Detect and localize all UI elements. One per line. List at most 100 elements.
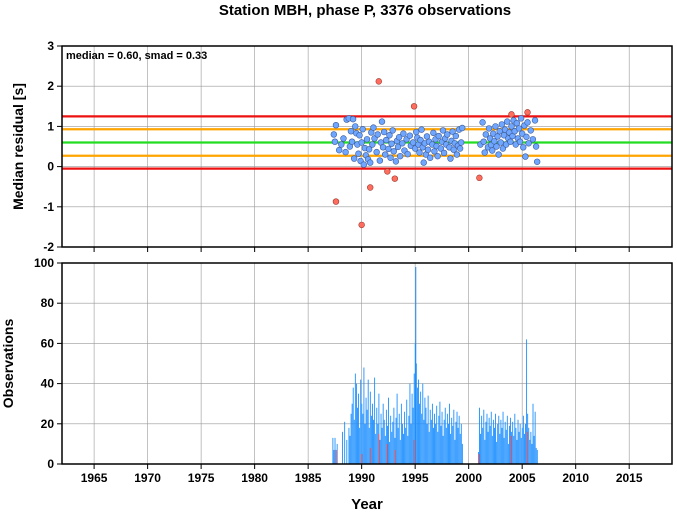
scatter-point [380,128,388,136]
scatter-point [450,146,457,153]
scatter-point [479,119,486,126]
observation-bar [523,433,525,464]
outlier-point [410,103,418,110]
scatter-point [457,139,465,146]
observation-bar [420,391,422,464]
scatter-point [527,127,534,134]
observation-bar [519,423,521,464]
observation-bar [525,423,526,464]
scatter-point [522,153,529,160]
outlier-bar [361,453,363,464]
observation-bar [435,423,437,464]
x-tick-label: 1975 [188,471,215,485]
observation-bar [437,431,439,464]
scatter-point [520,144,527,151]
scatter-point [360,161,367,168]
observation-bar [393,407,395,464]
scatter-point [363,136,371,143]
observation-bar [480,433,482,464]
scatter-point [503,118,511,125]
scatter-point [532,143,540,150]
scatter-point [524,119,531,126]
observation-bar [358,393,360,464]
x-tick-label: 1995 [402,471,429,485]
observation-bar [389,441,391,464]
observation-bar [461,443,463,464]
observation-bar [425,407,427,464]
observation-bar [438,415,440,464]
outlier-point [476,174,483,182]
residual-panel: -2 -1 0 1 2 3 median = 0.60, smad = 0.33 Median… [10,39,673,254]
observation-bar [526,339,528,464]
observation-bar [367,379,369,464]
observation-bar [384,435,386,464]
scatter-point [347,128,355,135]
scatter-point [392,158,400,165]
observation-bar [350,413,352,464]
scatter-point [370,124,377,131]
scatter-point [383,136,390,144]
observation-bar [397,427,399,464]
observation-bar [490,411,492,464]
observation-bar [516,439,518,464]
scatter-point [493,143,500,150]
observation-bar [427,395,429,464]
observation-bar [521,427,523,464]
observation-bar [442,435,444,464]
scatter-point [430,129,437,137]
scatter-point [515,125,523,132]
observation-bar [400,403,402,464]
outlier-bar [527,431,529,464]
observation-bar [374,377,376,464]
scatter-point [435,132,442,140]
observation-bar [353,419,355,464]
outlier-point [375,78,382,85]
observation-bar [495,413,496,464]
observation-bar [498,415,500,464]
observation-bar [369,391,371,464]
observation-bar [392,421,394,464]
observation-bar [408,415,410,464]
scatter-point [386,132,393,139]
x-axis-label: Year [351,496,383,511]
scatter-point [409,139,417,146]
x-tick-label: 2000 [455,471,482,485]
observation-bar [459,433,461,464]
observation-bar [414,343,416,464]
observation-bar [436,405,438,464]
observation-bar [357,407,358,464]
y-axis-label: Median residual [s] [10,83,26,210]
observation-bar [409,383,411,464]
scatter-point [525,140,532,147]
observation-bar [502,411,504,464]
y-tick-label: 2 [47,79,54,93]
observation-bar [449,403,450,464]
outlier-bar [378,433,380,464]
y-tick-label: 80 [41,296,55,310]
scatter-point [340,135,347,142]
scatter-point [437,145,445,152]
scatter-point [390,148,397,155]
observation-bar [458,415,460,464]
scatter-point [348,138,356,145]
observation-bar [421,413,423,464]
observation-bar [379,439,381,464]
observation-bar [520,437,522,464]
outlier-bar [511,435,513,464]
observation-bar [378,393,380,464]
observation-bar [509,425,510,464]
observation-bar [426,423,428,464]
observation-bar [492,419,494,464]
outlier-bar [369,447,371,464]
scatter-point [385,145,392,153]
observation-bar [515,427,517,464]
y-axis-label: Observations [0,319,16,409]
observation-bar [443,419,445,464]
observation-bar [429,409,431,464]
scatter-point [426,154,434,161]
scatter-point [365,146,373,153]
plot-frame [61,45,673,248]
scatter-point [439,127,447,134]
observation-bar [391,431,393,464]
observation-bar [380,413,382,464]
